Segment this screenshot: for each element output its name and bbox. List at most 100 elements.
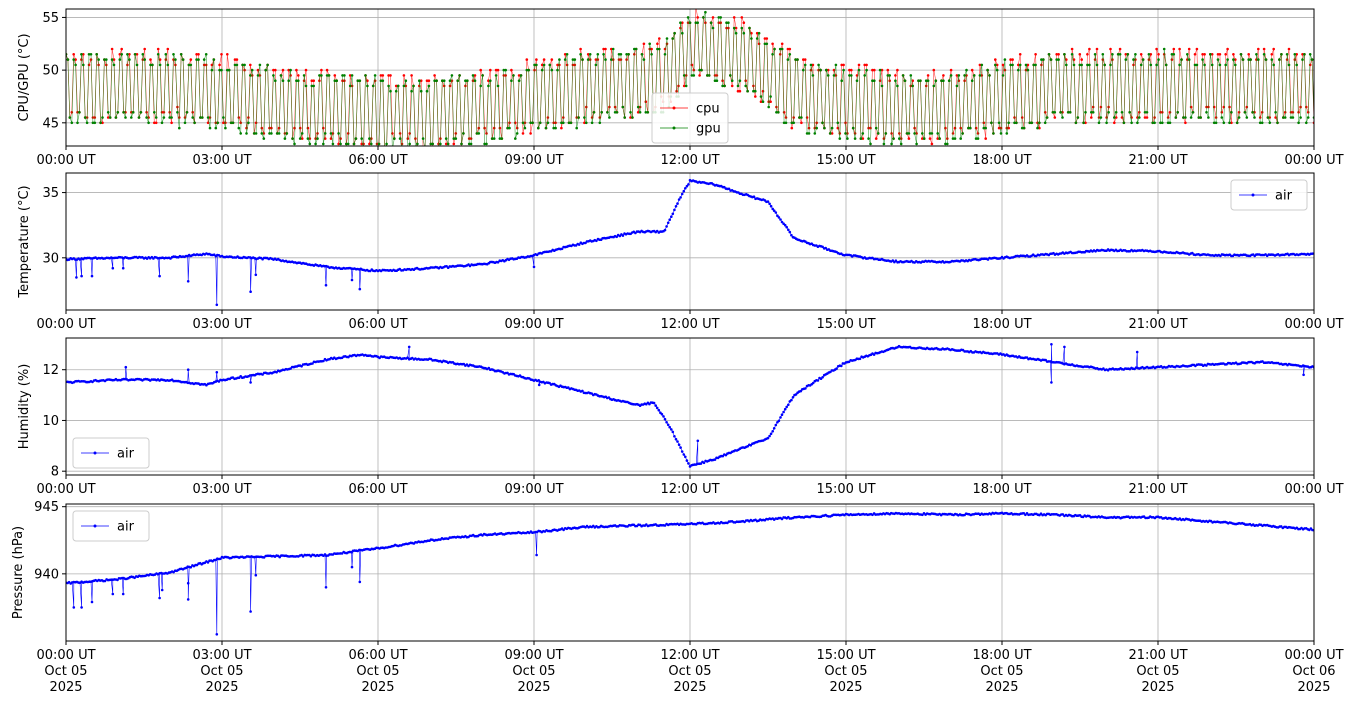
data-point bbox=[112, 58, 116, 61]
data-point bbox=[1199, 116, 1202, 119]
data-point bbox=[835, 367, 838, 370]
data-point bbox=[997, 121, 1001, 125]
data-point bbox=[1034, 53, 1037, 56]
data-point bbox=[815, 126, 818, 130]
x-tick-label: 2025 bbox=[829, 680, 862, 695]
data-point bbox=[1166, 121, 1170, 125]
data-point bbox=[1020, 116, 1024, 119]
data-point bbox=[676, 440, 679, 443]
x-tick-label: 2025 bbox=[1141, 680, 1174, 695]
data-point bbox=[736, 84, 740, 88]
data-point bbox=[1143, 116, 1147, 119]
data-point bbox=[583, 116, 586, 119]
data-point bbox=[765, 42, 769, 46]
data-point bbox=[995, 63, 999, 67]
data-point bbox=[348, 74, 352, 77]
data-point bbox=[802, 68, 805, 72]
data-point bbox=[880, 68, 884, 72]
data-point bbox=[1082, 121, 1085, 125]
data-point bbox=[500, 137, 504, 140]
data-point bbox=[629, 111, 632, 114]
data-point bbox=[325, 74, 329, 77]
data-point bbox=[1203, 63, 1206, 67]
data-point bbox=[668, 425, 671, 429]
data-point bbox=[154, 116, 158, 119]
data-point bbox=[586, 53, 590, 56]
data-point bbox=[121, 266, 125, 270]
data-point bbox=[707, 74, 711, 77]
data-point bbox=[373, 74, 377, 77]
data-point bbox=[1155, 63, 1158, 67]
data-point bbox=[289, 68, 292, 72]
y-tick-label: 45 bbox=[42, 116, 59, 131]
data-point bbox=[848, 68, 851, 72]
data-point bbox=[671, 430, 675, 434]
data-point bbox=[135, 53, 139, 56]
data-point bbox=[1226, 58, 1229, 61]
data-point bbox=[865, 63, 868, 67]
data-point bbox=[1305, 121, 1308, 125]
data-point bbox=[1063, 53, 1066, 56]
data-point bbox=[861, 137, 865, 140]
data-point bbox=[1132, 58, 1135, 61]
x-tick-label: 09:00 UT bbox=[504, 317, 563, 332]
data-point bbox=[339, 142, 342, 146]
data-point bbox=[287, 68, 291, 72]
data-point bbox=[930, 142, 934, 146]
data-point bbox=[68, 116, 72, 119]
data-point bbox=[738, 89, 742, 93]
data-point bbox=[120, 53, 123, 56]
data-point bbox=[360, 137, 364, 140]
data-point bbox=[757, 31, 761, 35]
data-point bbox=[742, 31, 746, 35]
data-point bbox=[774, 211, 778, 214]
data-point bbox=[1053, 116, 1057, 119]
data-point bbox=[350, 565, 354, 569]
data-point bbox=[676, 202, 679, 205]
data-point bbox=[695, 6, 698, 9]
data-point bbox=[368, 137, 371, 140]
data-point bbox=[872, 353, 876, 356]
chart-panel-3: 00:00 UT 03:00 UT 06:00 UT 09:00 UT 12:00 UT… bbox=[17, 337, 1344, 497]
data-point bbox=[110, 58, 114, 61]
plot-area bbox=[66, 6, 1314, 146]
data-point bbox=[816, 379, 820, 382]
data-point bbox=[1293, 53, 1297, 56]
data-point bbox=[1030, 121, 1034, 125]
data-point bbox=[379, 79, 383, 82]
data-point bbox=[377, 142, 381, 146]
data-point bbox=[385, 142, 388, 146]
data-point bbox=[1235, 121, 1239, 125]
data-point bbox=[312, 84, 316, 88]
data-point bbox=[786, 58, 790, 61]
data-point bbox=[673, 435, 676, 438]
data-point bbox=[145, 116, 148, 119]
data-point bbox=[172, 53, 175, 56]
data-point bbox=[394, 84, 398, 88]
data-point bbox=[583, 121, 586, 125]
data-point bbox=[892, 137, 895, 140]
data-point bbox=[936, 137, 939, 140]
data-point bbox=[176, 111, 179, 114]
data-point bbox=[1274, 111, 1277, 114]
y-tick-label: 8 bbox=[51, 465, 59, 480]
data-point bbox=[803, 63, 807, 67]
data-point bbox=[191, 116, 194, 119]
data-point bbox=[1224, 63, 1227, 67]
legend-label-air: air bbox=[1275, 189, 1293, 204]
data-point bbox=[725, 21, 728, 25]
data-point bbox=[951, 137, 955, 140]
data-point bbox=[755, 37, 759, 40]
data-point bbox=[1003, 58, 1007, 61]
data-point bbox=[986, 68, 989, 72]
data-point bbox=[160, 121, 164, 125]
data-point bbox=[886, 74, 890, 77]
data-point bbox=[894, 79, 897, 82]
data-point bbox=[485, 132, 488, 135]
x-tick-label: 2025 bbox=[49, 680, 82, 695]
data-point bbox=[899, 142, 903, 146]
chart-panel-2: 00:00 UT 03:00 UT 06:00 UT 09:00 UT 12:00 UT… bbox=[17, 172, 1344, 332]
data-point bbox=[761, 89, 765, 93]
data-point bbox=[216, 121, 219, 125]
data-point bbox=[1040, 58, 1043, 61]
